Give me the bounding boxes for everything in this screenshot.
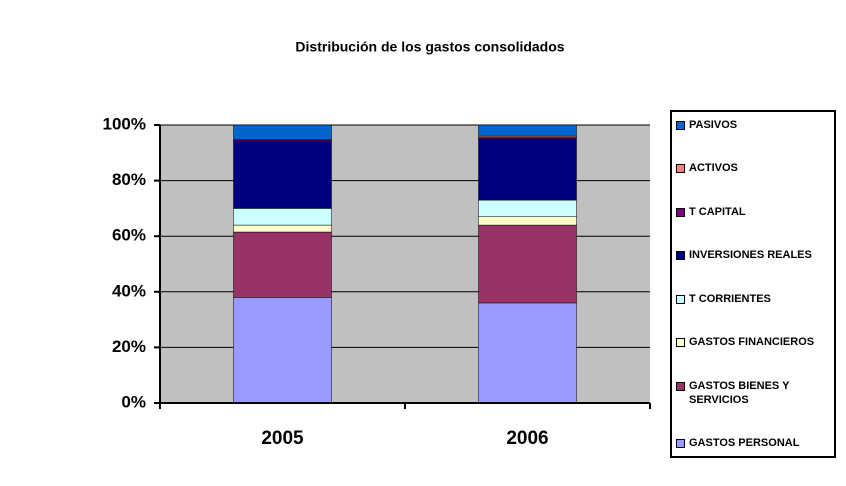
legend-swatch: [676, 294, 685, 304]
legend-label: INVERSIONES REALES: [689, 249, 812, 262]
legend-item: GASTOS BIENES Y SERVICIOS: [676, 379, 830, 407]
legend-label: GASTOS PERSONAL: [689, 436, 800, 449]
legend: PASIVOS ACTIVOS T CAPITAL INVERSIONES REALE…: [670, 110, 836, 458]
y-tick-label: 0%: [121, 392, 146, 411]
legend-label: T CORRIENTES: [689, 292, 771, 305]
legend-swatch: [676, 251, 685, 261]
bar-segment: [478, 224, 577, 304]
bar-segment: [233, 297, 332, 404]
y-tick-label: 60%: [112, 226, 146, 245]
legend-item: T CAPITAL: [676, 205, 830, 219]
legend-swatch: [676, 381, 685, 391]
legend-item: ACTIVOS: [676, 161, 830, 175]
x-tick-label: 2005: [261, 428, 304, 449]
legend-item: INVERSIONES REALES: [676, 248, 830, 262]
bar-segment: [233, 124, 332, 140]
y-tick-label: 20%: [112, 337, 146, 356]
legend-label: GASTOS BIENES Y SERVICIOS: [689, 379, 790, 406]
legend-swatch: [676, 121, 685, 130]
bar-segment: [233, 224, 332, 233]
legend-swatch: [676, 207, 685, 217]
bar-segment: [478, 124, 577, 137]
legend-label: T CAPITAL: [689, 205, 746, 218]
legend-item: GASTOS PERSONAL: [676, 436, 830, 450]
x-tick-label: 2006: [506, 428, 548, 449]
legend-label: PASIVOS: [689, 119, 738, 131]
bar-segment: [233, 231, 332, 298]
bar-segment: [478, 199, 577, 217]
bar-segment: [233, 208, 332, 226]
bar-segment: [478, 216, 577, 226]
bar-segment: [478, 138, 577, 201]
y-tick-label: 100%: [103, 114, 146, 133]
legend-label: GASTOS FINANCIEROS: [689, 336, 815, 349]
legend-item: PASIVOS: [676, 118, 830, 132]
chart-title: Distribución de los gastos consolidados: [295, 39, 564, 55]
y-tick-label: 40%: [112, 281, 146, 300]
legend-label: ACTIVOS: [689, 162, 738, 175]
legend-item: GASTOS FINANCIEROS: [676, 335, 830, 349]
legend-item: T CORRIENTES: [676, 292, 830, 306]
y-tick-label: 80%: [112, 170, 146, 189]
legend-swatch: [676, 438, 685, 448]
legend-swatch: [676, 164, 685, 174]
bar-segment: [478, 302, 577, 404]
legend-swatch: [676, 338, 685, 348]
bar-segment: [233, 141, 332, 209]
